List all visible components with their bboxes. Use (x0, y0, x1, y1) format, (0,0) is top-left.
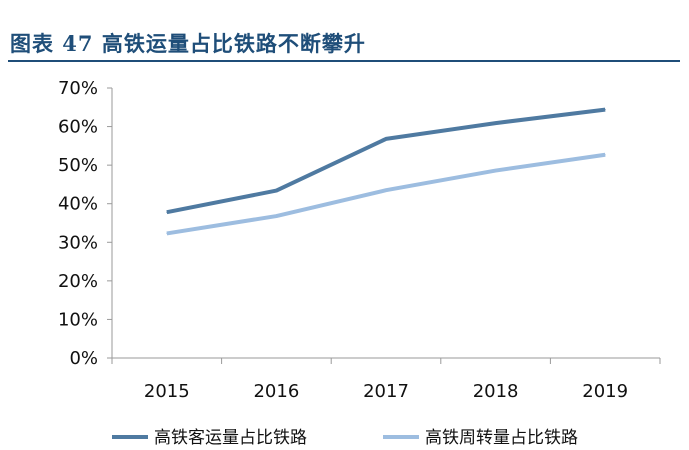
legend-label-2: 高铁周转量占比铁路 (425, 428, 578, 448)
x-tick-label: 2017 (363, 381, 409, 402)
data-point (385, 138, 387, 140)
data-point (495, 122, 497, 124)
figure-title: 图表 47 高铁运量占比铁路不断攀升 (10, 31, 366, 56)
figure-header: 图表 47 高铁运量占比铁路不断攀升 (8, 26, 680, 62)
y-tick-label: 0% (69, 348, 98, 369)
y-tick-label: 70% (58, 78, 98, 99)
y-tick-label: 60% (58, 117, 98, 138)
legend: 高铁客运量占比铁路 高铁周转量占比铁路 (112, 428, 578, 448)
data-point (275, 190, 277, 192)
series-line-1 (166, 107, 606, 215)
y-tick-label: 40% (58, 194, 98, 215)
data-point (166, 211, 168, 213)
y-tick-label: 10% (58, 309, 98, 330)
y-tick-label: 20% (58, 271, 98, 292)
series-lines (166, 107, 606, 236)
data-point (604, 109, 606, 111)
x-tick-label: 2016 (253, 381, 299, 402)
series-line-2 (166, 152, 606, 236)
y-tick-label: 30% (58, 232, 98, 253)
axes: 0% 10% 20% 30% 40% 50% 60% 70% 2015 2016 2017 2018 2… (58, 78, 661, 402)
x-tick-label: 2018 (473, 381, 519, 402)
data-point (604, 154, 606, 156)
x-tick-label: 2015 (144, 381, 190, 402)
y-tick-label: 50% (58, 155, 98, 176)
data-point (166, 232, 168, 234)
legend-label-1: 高铁客运量占比铁路 (154, 428, 307, 448)
x-tick-label: 2019 (582, 381, 628, 402)
data-point (495, 170, 497, 172)
data-point (275, 215, 277, 217)
data-point (385, 189, 387, 191)
